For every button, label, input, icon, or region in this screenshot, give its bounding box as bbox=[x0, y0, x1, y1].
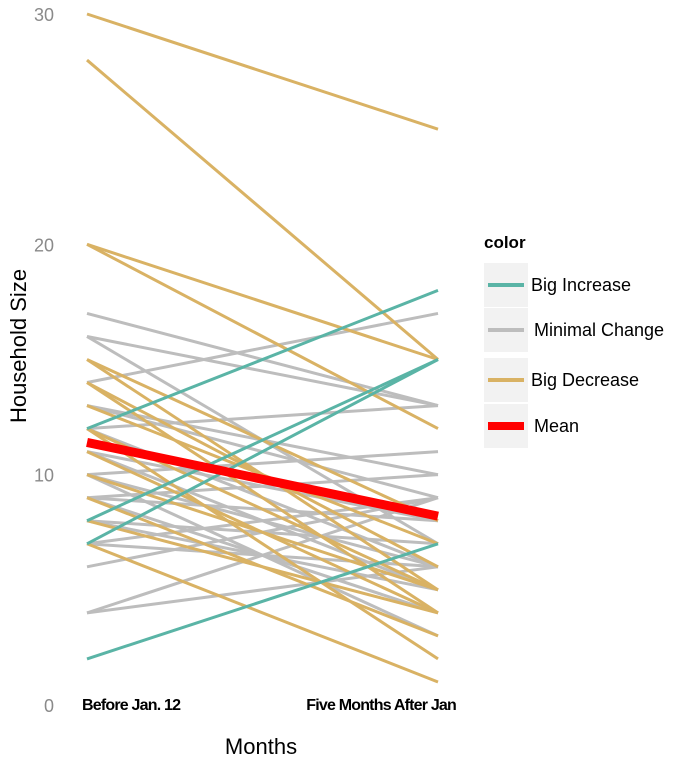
series-line-big-decrease bbox=[86, 404, 439, 546]
series-line-big-increase bbox=[86, 289, 439, 430]
legend-label-minimal-change: Minimal Change bbox=[534, 320, 664, 340]
series-line-big-increase bbox=[86, 542, 439, 661]
x-axis-title: Months bbox=[225, 734, 297, 759]
y-tick-label: 30 bbox=[34, 5, 54, 25]
legend: color Big Increase Minimal Change Big Decr… bbox=[484, 233, 664, 448]
y-tick-label: 0 bbox=[44, 696, 54, 716]
series-line-big-decrease bbox=[86, 427, 439, 661]
y-axis-title: Household Size bbox=[6, 269, 31, 423]
series-line-minimal-change bbox=[86, 450, 439, 477]
series-line-big-decrease bbox=[86, 242, 439, 361]
x-axis-ticks: Before Jan. 12 Five Months After Jan bbox=[82, 697, 457, 714]
legend-label-big-decrease: Big Decrease bbox=[531, 370, 639, 390]
legend-label-big-increase: Big Increase bbox=[531, 275, 631, 295]
mean-line bbox=[86, 438, 439, 521]
y-tick-label: 10 bbox=[34, 466, 54, 486]
series-line-big-increase bbox=[86, 358, 439, 523]
series-line-minimal-change bbox=[86, 334, 439, 408]
series-line-big-decrease bbox=[86, 381, 439, 615]
series-line-minimal-change bbox=[86, 473, 439, 638]
y-axis-ticks: 0 10 20 30 bbox=[34, 5, 54, 716]
series-line-big-decrease bbox=[86, 12, 439, 131]
series-line-big-decrease bbox=[86, 243, 439, 430]
series-line-big-decrease bbox=[86, 58, 439, 361]
legend-title: color bbox=[484, 233, 526, 252]
y-tick-label: 20 bbox=[34, 235, 54, 255]
x-tick-label: Before Jan. 12 bbox=[82, 697, 181, 714]
series-line-big-decrease bbox=[86, 519, 439, 615]
series-line-minimal-change bbox=[86, 311, 439, 385]
x-tick-label: Five Months After Jan bbox=[306, 697, 456, 714]
series-line-big-decrease bbox=[86, 542, 439, 684]
legend-label-mean: Mean bbox=[534, 416, 579, 436]
series-line-minimal-change bbox=[86, 404, 439, 431]
series-line-big-increase bbox=[86, 358, 439, 546]
series-lines bbox=[86, 12, 439, 684]
